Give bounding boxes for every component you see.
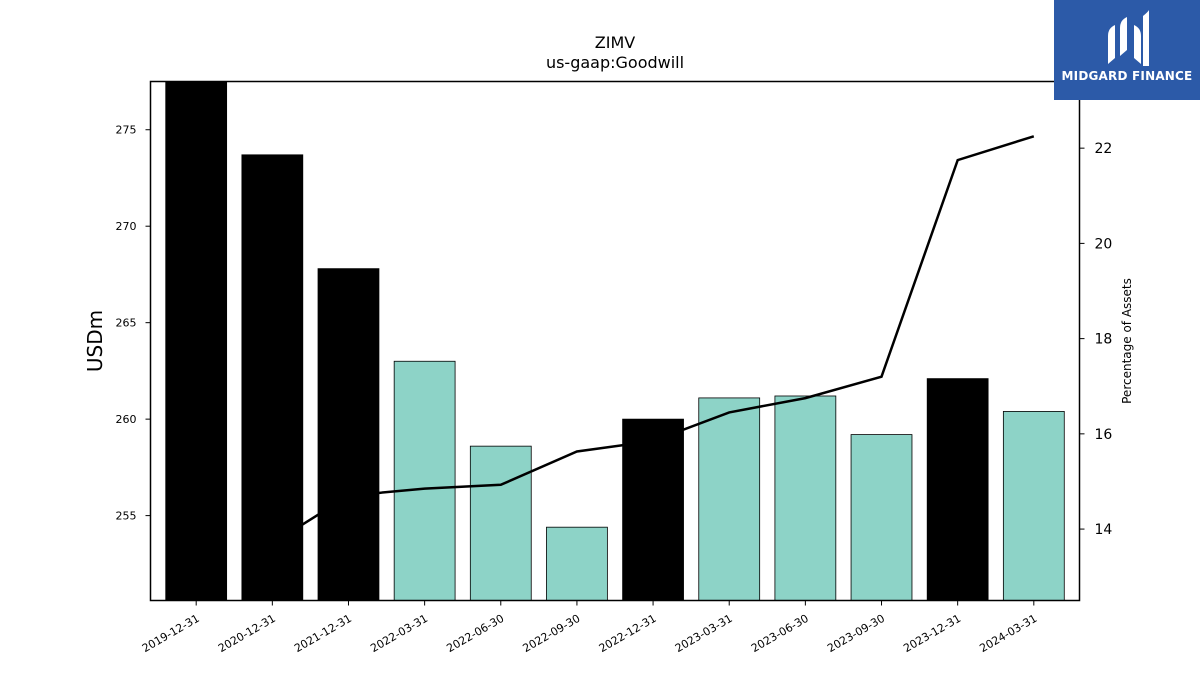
midgard-logo-icon (1108, 10, 1149, 66)
bar-2024-03-31 (1002, 411, 1065, 601)
x-axis: 2019-12-31 2020-12-31 2021-12-31 2022-03-31… (140, 600, 1039, 655)
y-tick-label: 255 (116, 510, 137, 523)
x-tick-label: 2022-09-30 (521, 612, 583, 655)
bars-layer (165, 81, 1065, 601)
logo-text: MIDGARD FINANCE (1061, 69, 1193, 83)
x-tick-label: 2019-12-31 (140, 612, 202, 655)
y-tick-label: 260 (116, 413, 137, 426)
left-axis: 255 260 265 270 275 (116, 124, 151, 523)
plot-frame (149, 80, 1081, 602)
bar-2019-12-31 (165, 81, 228, 601)
y2-tick-label: 16 (1095, 427, 1113, 443)
y2-axis-label: Percentage of Assets (1120, 278, 1134, 404)
x-tick-label: 2024-03-31 (977, 612, 1039, 655)
percentage-of-assets-line (271, 135, 1035, 545)
x-tick-label: 2023-09-30 (825, 612, 887, 655)
x-tick-label: 2022-06-30 (444, 612, 506, 655)
bar-2022-06-30 (469, 445, 532, 601)
chart-subtitle: us-gaap:Goodwill (546, 53, 684, 72)
bar-2022-09-30 (546, 526, 608, 601)
right-axis: 14 16 18 20 22 (1079, 141, 1113, 538)
bar-2022-03-31 (393, 360, 456, 601)
y2-tick-label: 22 (1095, 141, 1113, 157)
bar-2023-06-30 (774, 395, 837, 601)
bar-2021-12-31 (317, 268, 380, 601)
bar-2023-12-31 (926, 378, 989, 601)
chart-title: ZIMV (595, 33, 635, 52)
x-tick-label: 2023-03-31 (673, 612, 735, 655)
x-tick-label: 2021-12-31 (292, 612, 354, 655)
y-tick-label: 265 (116, 317, 137, 330)
y-axis-label: USDm (83, 310, 107, 372)
x-tick-label: 2023-12-31 (901, 612, 963, 655)
bar-2023-03-31 (698, 397, 761, 601)
y2-tick-label: 14 (1095, 522, 1113, 538)
x-tick-label: 2023-06-30 (749, 612, 811, 655)
x-tick-label: 2020-12-31 (216, 612, 278, 655)
x-tick-label: 2022-03-31 (368, 612, 430, 655)
bar-2022-12-31 (622, 418, 684, 601)
y-tick-label: 270 (116, 220, 137, 233)
x-tick-label: 2022-12-31 (597, 612, 659, 655)
midgard-finance-logo: MIDGARD FINANCE (1054, 0, 1200, 100)
y2-tick-label: 20 (1095, 236, 1113, 252)
bar-2020-12-31 (241, 154, 304, 601)
y-tick-label: 275 (116, 124, 137, 137)
bar-2023-09-30 (850, 434, 913, 601)
line-layer (271, 135, 1035, 545)
y2-tick-label: 18 (1095, 332, 1113, 348)
